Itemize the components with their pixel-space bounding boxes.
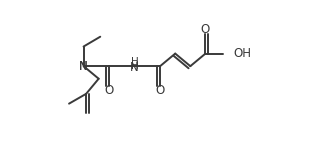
- Text: OH: OH: [233, 47, 251, 60]
- Text: H: H: [131, 61, 138, 71]
- Text: N: N: [79, 60, 88, 73]
- Text: N: N: [79, 60, 88, 73]
- Text: O: O: [201, 22, 210, 36]
- Text: N: N: [130, 61, 139, 74]
- Text: O: O: [105, 84, 114, 97]
- Text: O: O: [155, 84, 165, 97]
- Text: H: H: [131, 57, 138, 67]
